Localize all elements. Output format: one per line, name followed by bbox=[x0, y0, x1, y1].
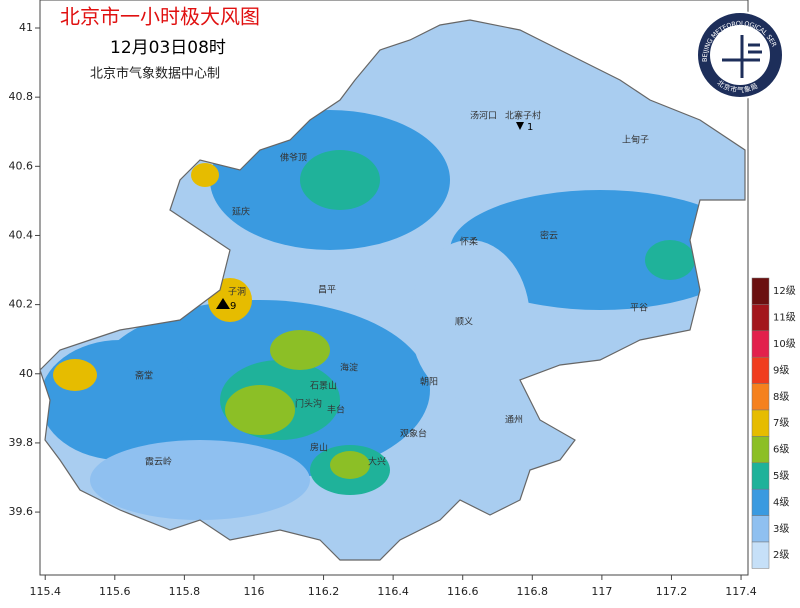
legend-label: 10级 bbox=[773, 338, 796, 350]
place-label: 斋堂 bbox=[135, 370, 153, 382]
legend-swatch bbox=[751, 304, 770, 332]
legend-swatch bbox=[751, 356, 770, 384]
place-label: 昌平 bbox=[318, 285, 336, 296]
legend-swatch bbox=[751, 330, 770, 358]
legend-swatch bbox=[751, 515, 770, 543]
place-label: 通州 bbox=[505, 415, 523, 426]
place-label: 朝阳 bbox=[420, 377, 438, 388]
legend-swatch bbox=[751, 462, 770, 490]
place-label: 佛爷顶 bbox=[280, 152, 307, 164]
y-tick-label: 40.4 bbox=[9, 228, 34, 241]
x-tick-label: 115.6 bbox=[99, 585, 131, 598]
place-label: 丰台 bbox=[327, 404, 345, 416]
x-tick-label: 116 bbox=[243, 585, 264, 598]
place-label: 大兴 bbox=[368, 456, 386, 468]
legend-label: 7级 bbox=[773, 417, 789, 429]
place-label: 观象台 bbox=[400, 428, 427, 440]
y-tick-label: 40 bbox=[19, 367, 33, 380]
time: 12月03日08时 bbox=[110, 38, 226, 58]
legend-label: 11级 bbox=[773, 312, 796, 324]
legend-label: 8级 bbox=[773, 391, 789, 403]
station-marker bbox=[516, 122, 524, 130]
place-label: 房山 bbox=[310, 442, 328, 454]
place-label: 霞云岭 bbox=[145, 456, 172, 468]
place-label: 上甸子 bbox=[622, 134, 649, 146]
x-tick-label: 116.8 bbox=[517, 585, 549, 598]
x-tick-label: 115.4 bbox=[29, 585, 61, 598]
place-label: 子洞 bbox=[228, 287, 246, 298]
legend-swatch bbox=[751, 541, 770, 569]
place-label: 石景山 bbox=[310, 381, 337, 392]
place-label: 平谷 bbox=[630, 303, 648, 314]
y-tick-label: 39.6 bbox=[9, 505, 34, 518]
place-label: 汤河口 bbox=[470, 110, 497, 122]
place-label: 北寨子村 bbox=[505, 110, 541, 122]
station-value: 9 bbox=[230, 301, 236, 312]
y-tick-label: 41 bbox=[19, 21, 33, 34]
station-marker bbox=[216, 298, 230, 309]
legend-label: 12级 bbox=[773, 285, 796, 297]
x-tick-label: 117.4 bbox=[725, 585, 757, 598]
place-label: 延庆 bbox=[232, 206, 250, 218]
y-tick-label: 40.2 bbox=[9, 298, 34, 311]
legend-label: 6级 bbox=[773, 444, 789, 456]
station-value: 1 bbox=[527, 122, 533, 133]
legend-label: 2级 bbox=[773, 549, 789, 561]
place-label: 海淀 bbox=[340, 362, 358, 374]
y-tick-label: 39.8 bbox=[9, 436, 34, 449]
x-tick-label: 116.2 bbox=[308, 585, 340, 598]
y-tick-label: 40.6 bbox=[9, 159, 34, 172]
legend-label: 3级 bbox=[773, 523, 789, 535]
title: 北京市一小时极大风图 bbox=[60, 5, 260, 29]
place-label: 密云 bbox=[540, 230, 558, 242]
place-label: 顺义 bbox=[455, 317, 473, 328]
place-label: 怀柔 bbox=[460, 236, 478, 248]
legend-label: 9级 bbox=[773, 364, 789, 376]
legend-label: 5级 bbox=[773, 470, 789, 482]
legend-swatch bbox=[751, 436, 770, 464]
legend-swatch bbox=[751, 488, 770, 516]
x-tick-label: 116.4 bbox=[377, 585, 409, 598]
legend-swatch bbox=[751, 277, 770, 305]
x-tick-label: 115.8 bbox=[169, 585, 201, 598]
legend-swatch bbox=[751, 383, 770, 411]
y-tick-label: 40.8 bbox=[9, 90, 34, 103]
legend-swatch bbox=[751, 409, 770, 437]
x-tick-label: 117 bbox=[591, 585, 612, 598]
x-tick-label: 117.2 bbox=[656, 585, 688, 598]
legend-label: 4级 bbox=[773, 496, 789, 508]
place-label: 门头沟 bbox=[295, 398, 322, 410]
producer: 北京市气象数据中心制 bbox=[90, 66, 220, 82]
x-tick-label: 116.6 bbox=[447, 585, 479, 598]
